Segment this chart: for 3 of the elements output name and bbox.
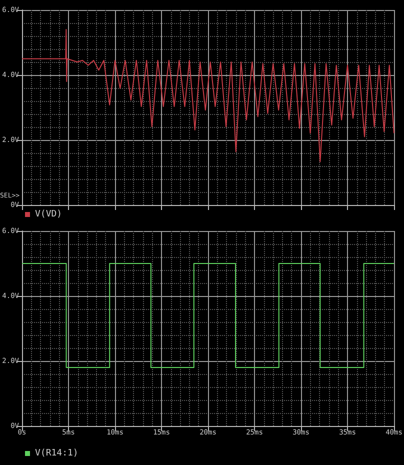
legend-label: V(VD): [35, 210, 62, 220]
line-series: [22, 29, 394, 162]
legend-label: V(R14:1): [35, 448, 78, 458]
